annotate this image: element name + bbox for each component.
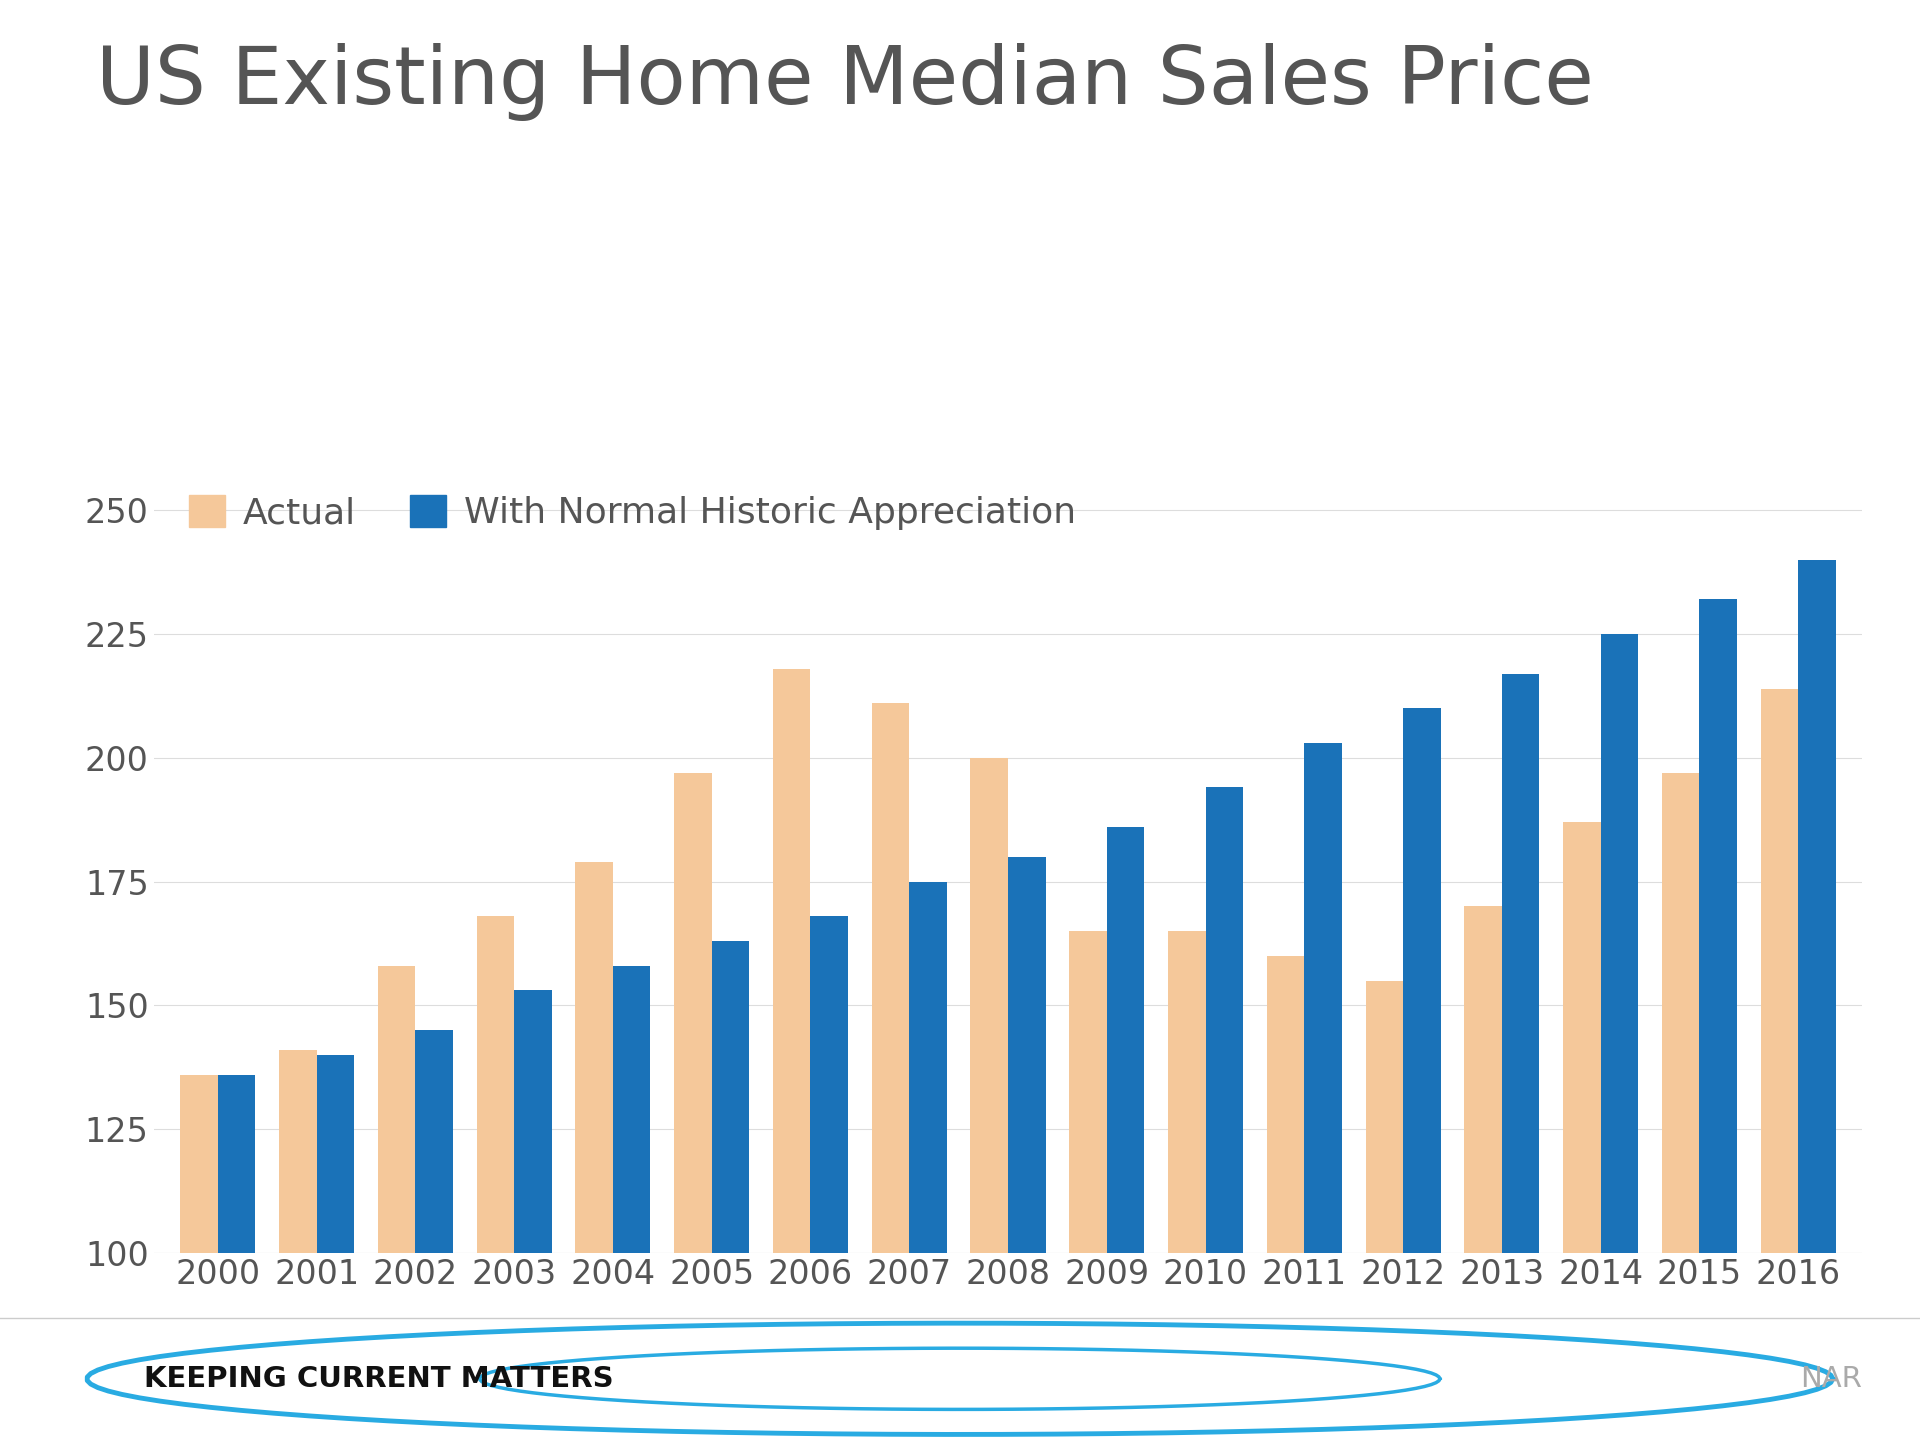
Bar	[1799, 560, 1836, 1440]
Text: NAR: NAR	[1801, 1365, 1862, 1392]
Bar	[180, 1074, 217, 1440]
Bar	[378, 966, 415, 1440]
Bar	[1267, 956, 1304, 1440]
Bar	[515, 991, 551, 1440]
Bar	[1465, 906, 1501, 1440]
Bar	[674, 773, 712, 1440]
Bar	[1404, 708, 1440, 1440]
Bar	[1663, 773, 1699, 1440]
Bar	[712, 940, 749, 1440]
Bar	[1563, 822, 1601, 1440]
Bar	[1365, 981, 1404, 1440]
Bar	[810, 916, 849, 1440]
Bar	[910, 881, 947, 1440]
Text: US Existing Home Median Sales Price: US Existing Home Median Sales Price	[96, 43, 1594, 121]
Bar	[1167, 932, 1206, 1440]
Bar	[1601, 634, 1638, 1440]
Bar	[1761, 688, 1799, 1440]
Bar	[612, 966, 651, 1440]
Bar	[872, 703, 910, 1440]
Bar	[1106, 827, 1144, 1440]
Bar	[774, 668, 810, 1440]
Bar	[476, 916, 515, 1440]
Bar	[1699, 599, 1738, 1440]
Bar	[415, 1030, 453, 1440]
Text: KEEPING CURRENT MATTERS: KEEPING CURRENT MATTERS	[144, 1365, 614, 1392]
Bar	[1206, 788, 1242, 1440]
Bar	[1304, 743, 1342, 1440]
Bar	[1501, 674, 1540, 1440]
Bar	[317, 1054, 353, 1440]
Bar	[217, 1074, 255, 1440]
Bar	[970, 757, 1008, 1440]
Bar	[576, 861, 612, 1440]
Bar	[1008, 857, 1046, 1440]
Legend: Actual, With Normal Historic Appreciation: Actual, With Normal Historic Appreciatio…	[188, 495, 1077, 530]
Bar	[1069, 932, 1106, 1440]
Bar	[278, 1050, 317, 1440]
